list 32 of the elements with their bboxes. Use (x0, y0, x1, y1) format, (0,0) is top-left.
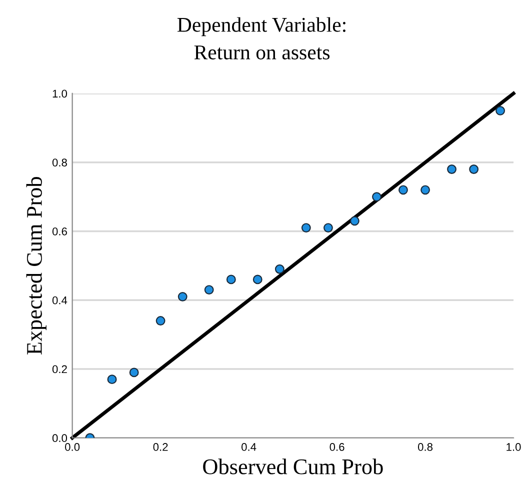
x-tick-label: 0.2 (153, 443, 168, 451)
point (398, 185, 408, 195)
point (156, 316, 166, 326)
point (274, 264, 284, 274)
x-tick-label: 0.0 (65, 443, 80, 451)
x-axis-title: Observed Cum Prob (203, 458, 383, 474)
point (226, 274, 236, 284)
point (350, 216, 360, 226)
point (252, 274, 262, 284)
x-tick-label: 0.4 (242, 443, 256, 451)
y-tick-label: 0.6 (52, 228, 67, 236)
point (178, 292, 188, 302)
x-tick-label: 0.6 (330, 443, 344, 451)
point (301, 223, 311, 233)
point (107, 374, 117, 384)
y-tick-label: 0.4 (52, 296, 68, 304)
point (420, 185, 430, 195)
point (469, 164, 479, 174)
y-tick-label: 0.8 (52, 158, 67, 166)
point (447, 164, 456, 174)
point (323, 223, 333, 233)
x-tick-label: 0.8 (418, 443, 433, 451)
y-tick-label: 1.0 (52, 90, 68, 98)
point (129, 368, 139, 378)
y-axis-title: Expected Cum Prob (26, 177, 46, 355)
point (496, 106, 506, 116)
chart-title: Dependent Variable: Return on assets (177, 17, 346, 60)
point (372, 192, 382, 202)
point (204, 285, 214, 295)
x-tick-label: 1.0 (506, 443, 521, 451)
y-tick-label: 0.0 (52, 434, 68, 442)
y-tick-label: 0.2 (52, 365, 67, 374)
